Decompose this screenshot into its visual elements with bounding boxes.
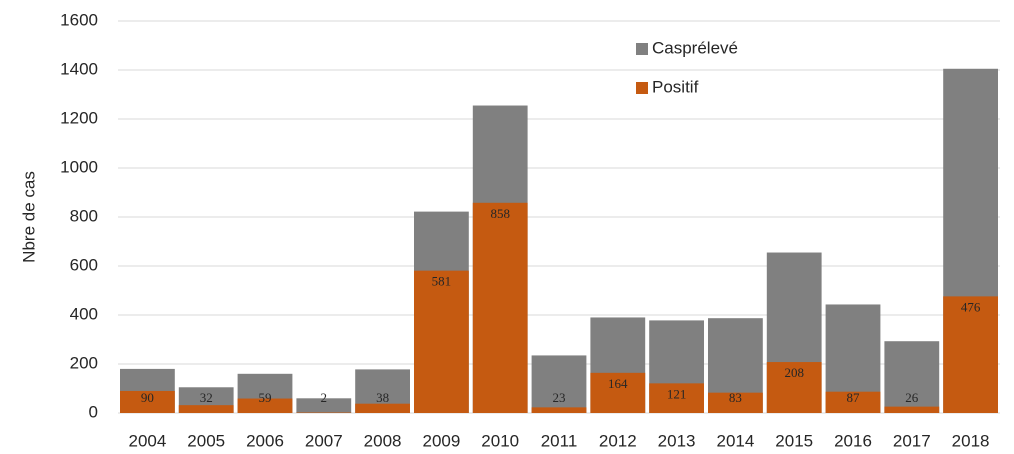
y-tick-label: 200 — [70, 353, 98, 372]
x-tick-label: 2017 — [893, 431, 931, 450]
data-label: 90 — [141, 390, 154, 405]
y-tick-label: 400 — [70, 304, 98, 323]
data-label: 858 — [490, 206, 510, 221]
x-tick-label: 2013 — [658, 431, 696, 450]
bar — [120, 390, 175, 413]
y-tick-label: 1000 — [60, 157, 98, 176]
bar — [296, 398, 352, 413]
data-label: 59 — [259, 390, 272, 405]
data-label: 23 — [553, 390, 566, 405]
x-tick-label: 2012 — [599, 431, 637, 450]
x-tick-label: 2014 — [716, 431, 754, 450]
y-tick-label: 800 — [70, 206, 98, 225]
bar — [766, 362, 822, 413]
x-tick-label: 2005 — [187, 431, 225, 450]
bar — [531, 407, 587, 413]
x-tick-label: 2006 — [246, 431, 284, 450]
x-tick-label: 2016 — [834, 431, 872, 450]
data-label: 26 — [905, 390, 919, 405]
x-tick-label: 2007 — [305, 431, 343, 450]
data-label: 121 — [667, 386, 687, 401]
bar — [414, 270, 469, 413]
bar — [943, 296, 998, 413]
x-tick-label: 2009 — [422, 431, 460, 450]
x-tick-label: 2004 — [128, 431, 166, 450]
bar — [237, 398, 293, 413]
data-label: 164 — [608, 376, 628, 391]
bar — [472, 202, 528, 413]
y-tick-label: 1200 — [60, 108, 98, 127]
bar — [825, 391, 881, 413]
legend-label: Casprélevé — [652, 38, 738, 57]
data-label: 2 — [321, 390, 328, 405]
bar — [355, 403, 410, 413]
data-label: 581 — [432, 274, 452, 289]
data-label: 83 — [729, 390, 742, 405]
bar — [178, 405, 234, 413]
x-tick-label: 2008 — [364, 431, 402, 450]
y-tick-label: 600 — [70, 255, 98, 274]
bar — [531, 355, 587, 413]
legend-swatch — [636, 43, 648, 55]
data-label: 208 — [784, 365, 804, 380]
y-tick-label: 1600 — [60, 10, 98, 29]
y-axis-label: Nbre de cas — [19, 171, 38, 263]
data-label: 32 — [200, 390, 213, 405]
legend-label: Positif — [652, 77, 699, 96]
y-tick-label: 1400 — [60, 59, 98, 78]
bar — [884, 341, 940, 413]
data-label: 476 — [961, 299, 981, 314]
data-label: 38 — [376, 390, 389, 405]
x-tick-label: 2011 — [541, 431, 578, 450]
data-label: 87 — [847, 390, 861, 405]
x-tick-label: 2018 — [952, 431, 990, 450]
bar — [884, 406, 940, 413]
x-tick-label: 2010 — [481, 431, 519, 450]
bar — [590, 372, 646, 413]
legend-swatch — [636, 82, 648, 94]
bar — [708, 392, 763, 413]
y-tick-label: 0 — [89, 402, 98, 421]
bar — [649, 383, 704, 413]
x-tick-label: 2015 — [775, 431, 813, 450]
